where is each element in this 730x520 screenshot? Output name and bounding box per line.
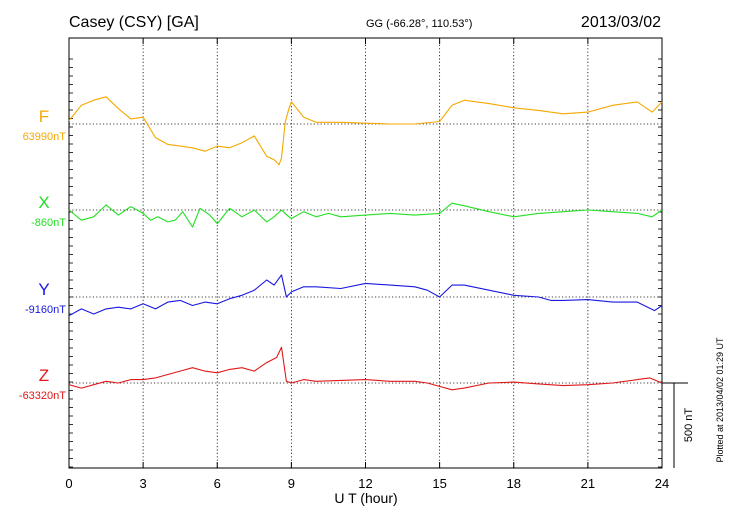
x-tick-label: 18 <box>507 476 521 491</box>
baseline-grid <box>69 123 662 384</box>
x-tick-label: 9 <box>288 476 295 491</box>
x-tick-label: 6 <box>214 476 221 491</box>
series-baseline-f: 63990nT <box>23 131 67 143</box>
series-line-z <box>68 346 663 391</box>
series-name-y: Y <box>38 280 49 299</box>
axis-ticks <box>68 38 663 468</box>
x-tick-label: 3 <box>140 476 147 491</box>
series-baseline-z: -63320nT <box>19 390 66 402</box>
series-labels: F 63990nT X -860nT Y -9160nT Z -63320nT <box>19 107 66 402</box>
plotted-timestamp: Plotted at 2013/04/02 01:29 UT <box>715 337 725 463</box>
scale-bar: 500 nT <box>662 382 695 468</box>
series-line-f <box>68 96 663 166</box>
vertical-grid <box>142 38 589 468</box>
series-name-f: F <box>39 107 49 126</box>
coordinates-label: GG (-66.28°, 110.53°) <box>366 18 472 30</box>
series-lines <box>68 96 663 391</box>
station-title: Casey (CSY) [GA] <box>69 14 199 31</box>
x-tick-label: 12 <box>358 476 372 491</box>
x-axis-label: U T (hour) <box>334 490 397 506</box>
x-tick-label: 0 <box>65 476 72 491</box>
scale-bar-label: 500 nT <box>683 408 695 443</box>
series-line-x <box>68 202 663 228</box>
x-tick-label: 15 <box>432 476 446 491</box>
date-label: 2013/03/02 <box>581 14 661 31</box>
series-name-x: X <box>38 193 49 212</box>
x-tick-label: 24 <box>655 476 669 491</box>
x-tick-labels: 0 3 6 9 12 15 18 21 24 <box>65 476 669 491</box>
series-line-y <box>68 274 663 317</box>
series-baseline-y: -9160nT <box>25 304 66 316</box>
x-tick-label: 21 <box>581 476 595 491</box>
series-baseline-x: -860nT <box>31 217 66 229</box>
series-name-z: Z <box>39 366 49 385</box>
